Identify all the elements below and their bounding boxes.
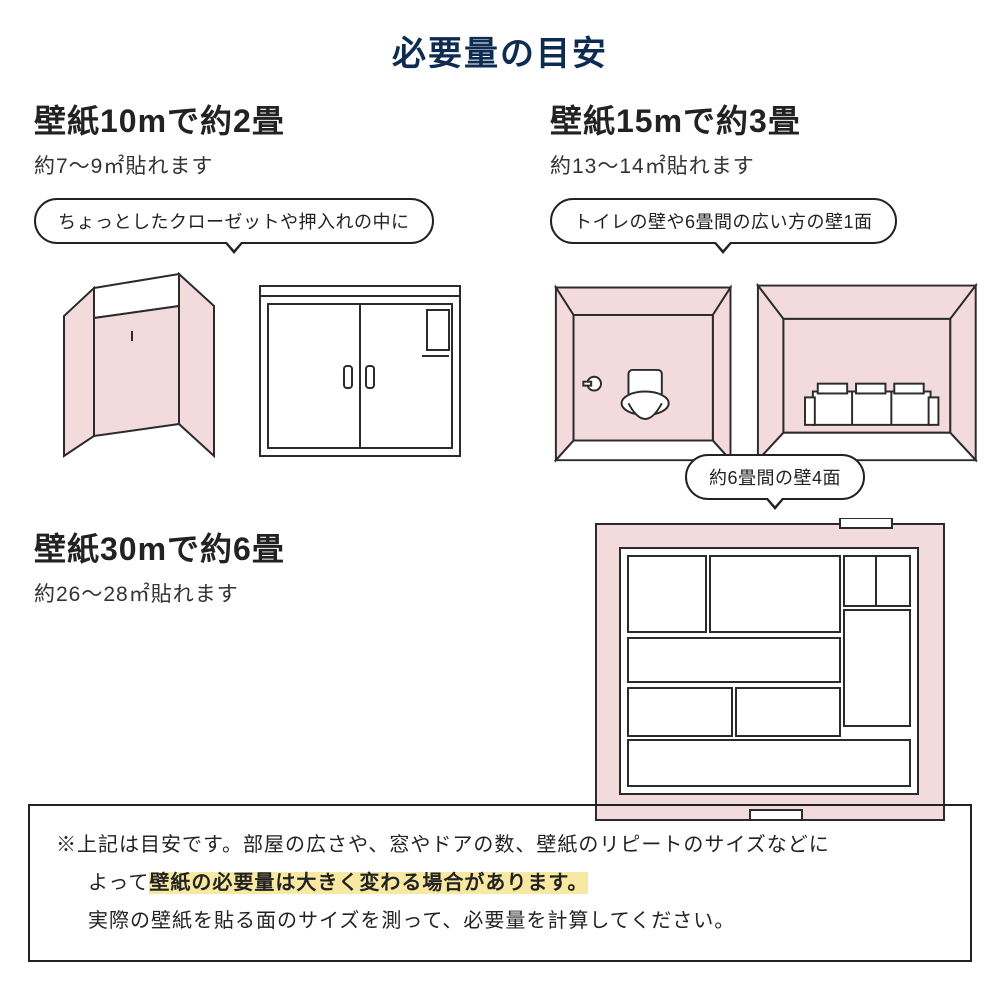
section-10m-sub: 約7〜9㎡貼れます [34,150,504,180]
section-30m-speech: 約6畳間の壁4面 [685,454,865,500]
page-title: 必要量の目安 [0,0,1000,75]
note-highlight: 壁紙の必要量は大きく変わる場合があります。 [149,872,588,894]
section-10m: 壁紙10mで約2畳 約7〜9㎡貼れます ちょっとしたクローゼットや押入れの中に [34,96,504,466]
section-10m-speech: ちょっとしたクローゼットや押入れの中に [34,198,434,244]
section-10m-illus-row [34,266,504,466]
section-15m-sub: 約13〜14㎡貼れます [550,150,980,180]
section-10m-title: 壁紙10mで約2畳 [34,96,504,142]
floor-plan-icon [590,518,950,828]
note-box: ※上記は目安です。部屋の広さや、窓やドアの数、壁紙のリピートのサイズなどに よっ… [28,804,972,962]
note-line-2: よって壁紙の必要量は大きく変わる場合があります。 [56,864,944,902]
section-15m: 壁紙15mで約3畳 約13〜14㎡貼れます トイレの壁や6畳間の広い方の壁1面 [550,96,980,466]
note-prefix: ※上記は目安です。部屋の広さや、窓やドアの数、壁紙のリピートのサイズなどに [56,834,830,856]
note-line3-text: 実際の壁紙を貼る面のサイズを測って、必要量を計算してください。 [88,910,735,932]
note-line2-lead: よって [88,872,149,894]
note-line-3: 実際の壁紙を貼る面のサイズを測って、必要量を計算してください。 [56,902,944,940]
note-line-1: ※上記は目安です。部屋の広さや、窓やドアの数、壁紙のリピートのサイズなどに [56,826,944,864]
section-30m-title: 壁紙30mで約6畳 [34,524,504,570]
section-30m: 壁紙30mで約6畳 約26〜28㎡貼れます [34,524,504,608]
sliding-door-icon [252,266,472,466]
closet-icon [34,266,234,466]
section-15m-title: 壁紙15mで約3畳 [550,96,980,142]
section-30m-illus-wrap: 約6畳間の壁4面 [590,436,960,828]
section-30m-sub: 約26〜28㎡貼れます [34,578,504,608]
section-15m-speech: トイレの壁や6畳間の広い方の壁1面 [550,198,897,244]
